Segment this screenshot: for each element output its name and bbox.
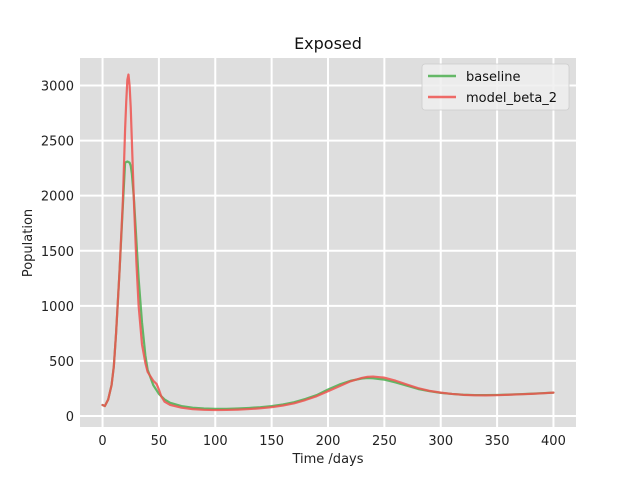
chart-title: Exposed bbox=[294, 34, 362, 53]
tick-labels: 0 50 100 150 200 250 300 350 400 0 500 1000 1500 2000… bbox=[41, 80, 566, 449]
y-tick-label: 2500 bbox=[41, 135, 74, 150]
y-tick-label: 1500 bbox=[41, 245, 74, 260]
legend-label-model-beta-2: model_beta_2 bbox=[466, 91, 557, 106]
x-tick-label: 200 bbox=[316, 434, 341, 449]
legend-box bbox=[421, 63, 570, 111]
legend: baseline model_beta_2 bbox=[421, 63, 570, 111]
x-tick-label: 0 bbox=[98, 434, 106, 449]
y-tick-label: 500 bbox=[49, 355, 74, 370]
x-axis-label: Time /days bbox=[291, 452, 363, 467]
y-tick-label: 0 bbox=[66, 410, 74, 425]
x-tick-label: 250 bbox=[372, 434, 397, 449]
x-tick-label: 400 bbox=[541, 434, 566, 449]
x-tick-label: 350 bbox=[485, 434, 510, 449]
y-tick-label: 3000 bbox=[41, 80, 74, 95]
legend-label-baseline: baseline bbox=[466, 70, 520, 85]
x-tick-label: 300 bbox=[428, 434, 453, 449]
x-tick-label: 150 bbox=[259, 434, 284, 449]
y-tick-label: 2000 bbox=[41, 190, 74, 205]
x-tick-label: 50 bbox=[151, 434, 168, 449]
x-tick-label: 100 bbox=[203, 434, 228, 449]
y-tick-label: 1000 bbox=[41, 300, 74, 315]
series-lines bbox=[101, 73, 555, 412]
series-line-model-beta-2 bbox=[101, 73, 555, 412]
y-axis-label: Population bbox=[21, 209, 36, 277]
